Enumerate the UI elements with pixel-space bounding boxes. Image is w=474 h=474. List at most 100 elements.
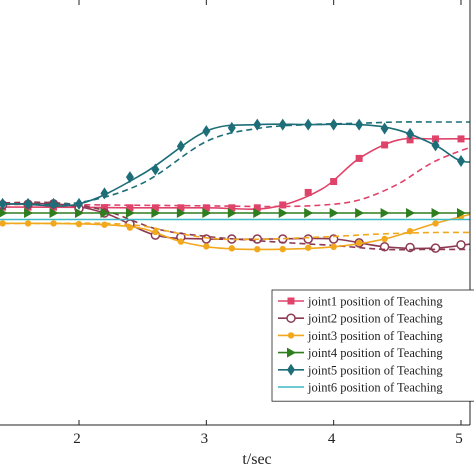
legend-entry: joint4 position of Teaching (278, 346, 443, 360)
series-0 (0, 135, 470, 212)
data-point (50, 220, 57, 227)
data-point (304, 188, 312, 196)
series-line-8 (0, 121, 470, 206)
data-point (75, 208, 84, 218)
series-line-7 (0, 123, 470, 207)
data-point (355, 208, 365, 218)
data-point (202, 208, 212, 218)
data-point (278, 208, 288, 218)
data-point (75, 197, 83, 210)
data-point (176, 140, 185, 153)
legend-entry: joint1 position of Teaching (278, 295, 443, 309)
series-line-3 (0, 201, 470, 251)
data-point (381, 141, 389, 149)
series-line-0 (0, 137, 470, 210)
x-tick-label: 2 (73, 431, 81, 447)
data-point (355, 154, 363, 162)
data-point (101, 221, 108, 228)
series-3 (0, 201, 470, 251)
data-point (152, 228, 159, 236)
data-point (202, 125, 211, 138)
data-point (100, 204, 108, 212)
data-point (457, 208, 466, 218)
series-line-1 (0, 146, 470, 208)
legend-label: joint4 position of Teaching (307, 346, 443, 360)
legend-entry: joint5 position of Teaching (278, 363, 443, 377)
series-1 (0, 146, 470, 208)
data-point (406, 127, 415, 140)
legend-label: joint3 position of Teaching (307, 329, 443, 343)
legend-label: joint5 position of Teaching (307, 363, 443, 377)
data-point (253, 204, 261, 212)
legend-entry: joint3 position of Teaching (278, 329, 443, 343)
series-line-5 (0, 222, 470, 241)
data-point (329, 208, 339, 218)
legend-marker (287, 332, 295, 339)
data-point (406, 136, 414, 144)
data-point (304, 208, 314, 218)
data-point (126, 224, 134, 231)
data-point (381, 235, 388, 243)
data-point (49, 208, 59, 218)
data-point (151, 208, 161, 218)
data-point (457, 155, 465, 167)
x-tick-label: 4 (328, 431, 336, 447)
data-point (24, 208, 34, 218)
legend-marker (287, 297, 295, 305)
series-line-4 (0, 213, 470, 251)
data-point (228, 245, 235, 252)
data-point (431, 208, 441, 218)
data-point (100, 208, 110, 218)
series-7 (0, 118, 470, 210)
data-point (406, 208, 416, 218)
legend-marker (286, 313, 296, 323)
data-point (151, 204, 159, 212)
data-point (0, 220, 6, 227)
data-point (457, 135, 465, 143)
legend-box (271, 289, 474, 402)
data-point (380, 208, 390, 218)
data-point (227, 208, 237, 218)
data-point (303, 234, 313, 244)
data-point (330, 178, 338, 186)
data-point (253, 208, 263, 218)
series-5 (0, 222, 470, 241)
data-point (330, 243, 337, 250)
x-axis-label: t/sec (242, 451, 271, 468)
legend-marker (287, 363, 295, 376)
data-point (228, 204, 236, 212)
data-point (305, 244, 312, 251)
data-point (125, 171, 134, 184)
data-point (355, 239, 363, 247)
legend-entry: joint2 position of Teaching (278, 312, 443, 326)
data-point (380, 122, 389, 135)
data-point (432, 220, 439, 227)
data-point (253, 118, 262, 131)
data-point (456, 240, 466, 250)
legend: joint1 position of Teaching joint2 positi… (271, 289, 474, 402)
data-point (329, 118, 338, 131)
data-point (176, 208, 186, 218)
data-point (227, 121, 236, 134)
legend-label: joint6 position of Teaching (307, 381, 443, 395)
data-point (125, 208, 135, 218)
data-point (432, 135, 440, 143)
plot-area (0, 118, 470, 253)
legend-label: joint2 position of Teaching (307, 312, 443, 326)
x-tick-label: 5 (455, 431, 463, 447)
legend-label: joint1 position of Teaching (307, 295, 443, 309)
data-point (177, 238, 185, 245)
data-point (126, 204, 134, 212)
x-tick-label: 3 (201, 431, 209, 447)
data-point (202, 204, 210, 212)
series-6 (0, 208, 470, 218)
data-point (177, 204, 185, 212)
data-point (49, 197, 58, 210)
data-point (254, 245, 261, 253)
series-8 (0, 121, 470, 206)
series-line-2 (0, 202, 470, 250)
series-4 (0, 213, 470, 253)
data-point (430, 243, 441, 253)
data-point (0, 197, 7, 210)
